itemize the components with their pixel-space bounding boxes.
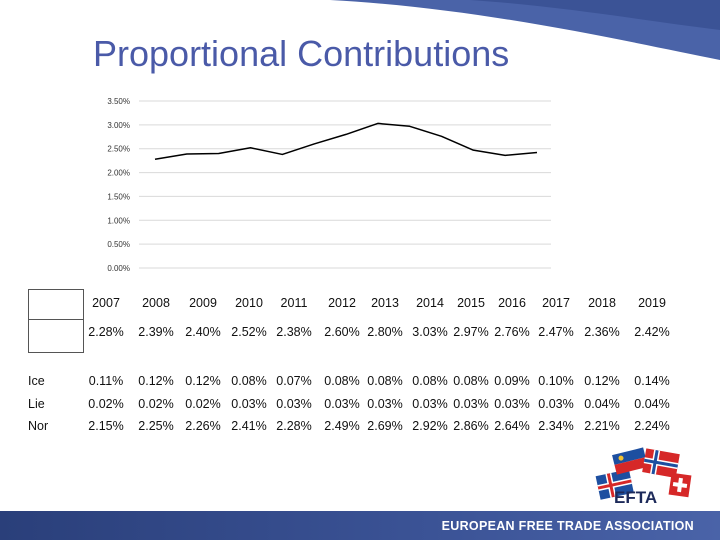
- table-cell-total: 2.80%: [367, 325, 403, 339]
- table-header-year: 2018: [588, 296, 616, 310]
- table-cell: 2.21%: [584, 419, 620, 433]
- table-cell: 0.03%: [324, 397, 360, 411]
- y-tick-label: 1.50%: [107, 192, 130, 201]
- table-cell-total: 2.38%: [276, 325, 312, 339]
- table-cell: 0.03%: [276, 397, 312, 411]
- table-header-year: 2013: [371, 296, 399, 310]
- table-cell: 0.12%: [185, 374, 221, 388]
- table-cell-total: 2.60%: [324, 325, 360, 339]
- table-cell: 0.08%: [412, 374, 448, 388]
- table-cell: 0.04%: [584, 397, 620, 411]
- series-line: [154, 122, 538, 160]
- table-cell: 0.03%: [494, 397, 530, 411]
- y-tick-label: 2.50%: [107, 145, 130, 154]
- y-tick-label: 3.00%: [107, 121, 130, 130]
- slide-title: Proportional Contributions: [93, 33, 510, 74]
- table-cell: 2.64%: [494, 419, 530, 433]
- table-cell: 2.41%: [231, 419, 267, 433]
- table-cell: 0.12%: [584, 374, 620, 388]
- table-cell: 0.11%: [88, 374, 124, 388]
- line-chart: 0.00% 0.50% 1.00% 1.50% 2.00% 2.50% 3.00% 3.50%: [107, 97, 551, 273]
- table-row-label: Lie: [28, 397, 45, 411]
- table-cell: 0.03%: [538, 397, 574, 411]
- footer-bar: [0, 511, 720, 540]
- y-tick-label: 3.50%: [107, 97, 130, 106]
- table-cell-total: 2.39%: [138, 325, 174, 339]
- y-tick-label: 1.00%: [107, 216, 130, 225]
- table-cell: 2.24%: [634, 419, 670, 433]
- table-cell: 0.02%: [138, 397, 174, 411]
- table-cell: 2.86%: [453, 419, 489, 433]
- table-cell-total: 2.40%: [185, 325, 221, 339]
- table-cell: 2.92%: [412, 419, 448, 433]
- table-header-year: 2012: [328, 296, 356, 310]
- table-cell: 0.02%: [185, 397, 221, 411]
- table-cell: 0.03%: [367, 397, 403, 411]
- table-cell-total: 3.03%: [412, 325, 448, 339]
- table-cell: 0.14%: [634, 374, 670, 388]
- table-header-year: 2019: [638, 296, 666, 310]
- efta-logo: EFTA: [595, 447, 692, 507]
- table-cell: 0.03%: [231, 397, 267, 411]
- footer-text: EUROPEAN FREE TRADE ASSOCIATION: [441, 519, 694, 533]
- table-cell-total: 2.47%: [538, 325, 574, 339]
- table-label-box: [28, 289, 84, 353]
- top-banner: [330, 0, 720, 60]
- table-cell: 0.10%: [538, 374, 574, 388]
- table-header-year: 2015: [457, 296, 485, 310]
- table-cell: 0.04%: [634, 397, 670, 411]
- table-header-year: 2009: [189, 296, 217, 310]
- table-cell-total: 2.28%: [88, 325, 124, 339]
- table-cell: 2.69%: [367, 419, 403, 433]
- table-cell-total: 2.36%: [584, 325, 620, 339]
- table-cell-total: 2.52%: [231, 325, 267, 339]
- y-tick-label: 0.50%: [107, 240, 130, 249]
- svg-text:EFTA: EFTA: [614, 488, 657, 507]
- table-cell: 0.08%: [324, 374, 360, 388]
- table-cell: 2.26%: [185, 419, 221, 433]
- table-cell-total: 2.42%: [634, 325, 670, 339]
- table-cell: 0.02%: [88, 397, 124, 411]
- table-cell: 0.08%: [367, 374, 403, 388]
- table-cell: 0.07%: [276, 374, 312, 388]
- table-header-year: 2017: [542, 296, 570, 310]
- table-cell: 0.12%: [138, 374, 174, 388]
- table-cell: 0.09%: [494, 374, 530, 388]
- y-tick-label: 0.00%: [107, 264, 130, 273]
- table-cell: 2.34%: [538, 419, 574, 433]
- table-header-year: 2016: [498, 296, 526, 310]
- table-cell: 0.08%: [453, 374, 489, 388]
- table-cell: 2.15%: [88, 419, 124, 433]
- table-cell-total: 2.76%: [494, 325, 530, 339]
- table-header-year: 2010: [235, 296, 263, 310]
- table-header-year: 2008: [142, 296, 170, 310]
- table-cell: 2.49%: [324, 419, 360, 433]
- table-row-label: Ice: [28, 374, 45, 388]
- table-cell: 0.03%: [412, 397, 448, 411]
- y-tick-label: 2.00%: [107, 169, 130, 178]
- table-cell: 0.03%: [453, 397, 489, 411]
- table-row-label: Nor: [28, 419, 49, 433]
- table-cell: 2.25%: [138, 419, 174, 433]
- table-cell: 2.28%: [276, 419, 312, 433]
- table-header-year: 2014: [416, 296, 444, 310]
- table-cell-total: 2.97%: [453, 325, 489, 339]
- table-header-year: 2011: [280, 296, 308, 310]
- table-cell: 0.08%: [231, 374, 267, 388]
- table-header-year: 2007: [92, 296, 120, 310]
